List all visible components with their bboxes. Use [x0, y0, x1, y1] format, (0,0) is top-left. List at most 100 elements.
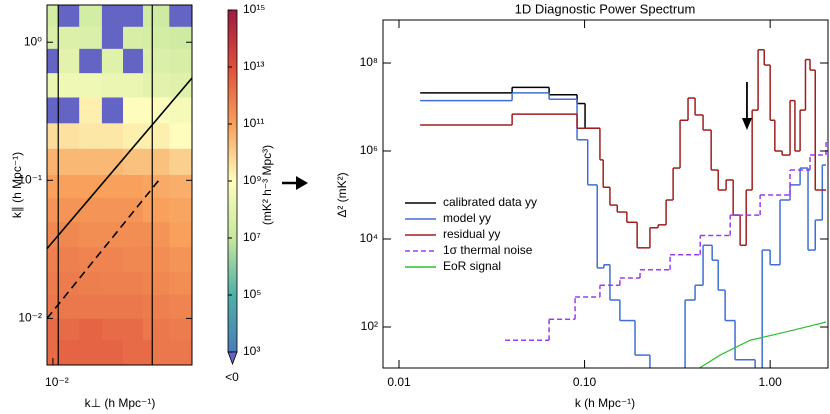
heatmap-area [47, 5, 192, 365]
heat-cell [169, 26, 192, 49]
legend-label: calibrated data yy [443, 195, 537, 209]
heat-cell [169, 221, 192, 248]
heat-cell [47, 294, 59, 319]
x-tick-label: 0.10 [573, 375, 597, 389]
heat-cell [47, 48, 59, 74]
heat-cell [79, 271, 103, 295]
heat-cell [47, 339, 59, 365]
heat-cell [79, 294, 103, 319]
heat-cell [79, 174, 103, 198]
heat-cell [58, 97, 80, 124]
panel-arrow [282, 176, 308, 190]
heat-cell [169, 148, 192, 175]
heat-cell [79, 318, 103, 341]
colorbar-under-label: <0 [225, 370, 239, 384]
heat-cell [123, 148, 144, 175]
heat-cell [47, 221, 59, 248]
left-x-label: k⊥ (h Mpc⁻¹) [85, 396, 156, 410]
right-frame [382, 19, 829, 369]
heat-cell [101, 318, 124, 341]
right-x-label: k (h Mpc⁻¹) [575, 396, 635, 410]
heat-cell [79, 26, 103, 49]
heat-cell [123, 294, 144, 319]
heat-cell [101, 221, 124, 248]
x-tick-label: 10⁻² [45, 375, 69, 389]
heat-cell [152, 246, 170, 272]
heat-cell [101, 148, 124, 175]
heat-cell [152, 97, 170, 124]
heat-cell [79, 97, 103, 124]
heat-cell [101, 339, 124, 365]
heat-cell [47, 318, 59, 341]
heat-cell [152, 271, 170, 295]
heat-cell [142, 339, 153, 365]
heat-cell [47, 197, 59, 223]
heat-cell [123, 123, 144, 149]
heat-cell [152, 339, 170, 365]
heat-cell [169, 246, 192, 272]
heat-cell [101, 246, 124, 272]
heat-cell [47, 174, 59, 198]
heat-cell [152, 197, 170, 223]
heat-cell [47, 148, 59, 175]
horizon-line [47, 77, 192, 250]
legend-label: 1σ thermal noise [443, 243, 533, 257]
arrow-head [741, 118, 752, 131]
heat-cell [169, 339, 192, 365]
heat-cell [169, 271, 192, 295]
heat-cell [58, 339, 80, 365]
colorbar-tick-label: 10³ [243, 344, 260, 358]
heat-cell [58, 318, 80, 341]
heat-cell [79, 221, 103, 248]
heat-cell [169, 174, 192, 198]
colorbar-tick-label: 10⁹ [243, 173, 262, 187]
heat-cell [142, 221, 153, 248]
right-y-label: Δ² (mK²) [335, 172, 349, 217]
legend-label: EoR signal [443, 259, 501, 273]
heat-cell [123, 5, 144, 27]
left-frame [46, 4, 193, 366]
colorbar-tick-label: 10⁵ [243, 287, 261, 301]
heat-cell [123, 318, 144, 341]
heat-cell [152, 48, 170, 74]
heat-cell [152, 123, 170, 149]
heat-cell [123, 339, 144, 365]
x-tick-label: 0.01 [387, 375, 411, 389]
heat-cell [101, 97, 124, 124]
y-tick-label: 10⁸ [360, 55, 378, 69]
heat-cell [142, 72, 153, 98]
plot-area [420, 49, 827, 368]
y-tick-label: 10² [361, 319, 378, 333]
heat-cell [152, 174, 170, 198]
heat-cell [152, 318, 170, 341]
heat-cell [58, 26, 80, 49]
heat-cell [47, 246, 59, 272]
colorbar-tick-label: 10¹¹ [243, 116, 264, 130]
heat-cell [58, 48, 80, 74]
heat-cell [58, 123, 80, 149]
heat-cell [142, 26, 153, 49]
heat-cell [152, 294, 170, 319]
heat-cell [58, 174, 80, 198]
heat-cell [169, 5, 192, 27]
left-y-label: k∥ (h Mpc⁻¹) [10, 152, 24, 218]
heat-cell [123, 97, 144, 124]
heat-cell [123, 197, 144, 223]
heat-cell [123, 26, 144, 49]
heat-cell [79, 48, 103, 74]
heat-cell [101, 174, 124, 198]
heat-cell [152, 148, 170, 175]
heat-cell [169, 123, 192, 149]
y-tick-label: 10⁻² [18, 311, 42, 325]
heat-cell [58, 5, 80, 27]
heat-cell [123, 174, 144, 198]
heat-cell [58, 72, 80, 98]
heat-cell [169, 197, 192, 223]
heat-cell [79, 5, 103, 27]
heat-cell [123, 72, 144, 98]
heat-cell [123, 246, 144, 272]
heat-cell [123, 221, 144, 248]
heat-cell [101, 123, 124, 149]
heat-cell [79, 246, 103, 272]
